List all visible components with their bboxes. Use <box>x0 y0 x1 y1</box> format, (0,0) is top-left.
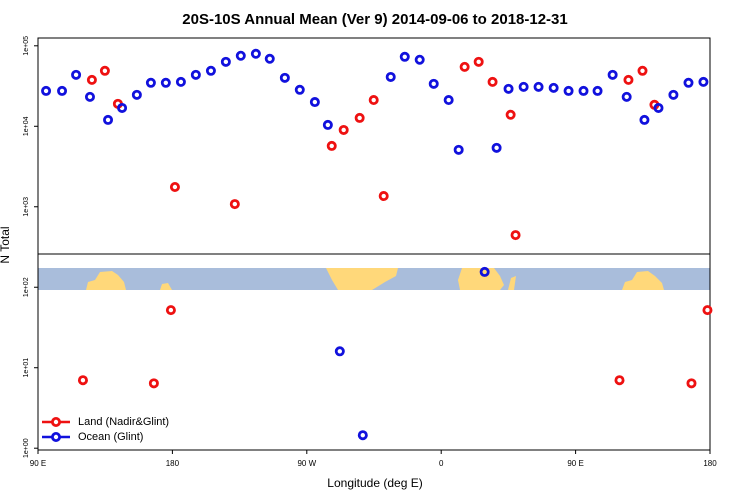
point <box>354 112 365 123</box>
point <box>190 69 201 80</box>
x-axis-label: Longitude (deg E) <box>327 476 422 490</box>
x-tick-label: 90 E <box>567 459 583 468</box>
land-shape <box>622 271 664 290</box>
x-tick-label: 180 <box>703 459 717 468</box>
land-shape <box>458 268 504 290</box>
map-strip <box>38 268 710 290</box>
y-tick-label: 1e+05 <box>23 36 30 56</box>
point <box>503 83 514 94</box>
point <box>334 346 345 357</box>
point <box>518 81 529 92</box>
point <box>698 76 709 87</box>
point <box>229 199 240 210</box>
point <box>428 78 439 89</box>
legend-marker <box>51 416 62 427</box>
point <box>205 65 216 76</box>
point <box>71 69 82 80</box>
point <box>148 378 159 389</box>
point <box>473 56 484 67</box>
point <box>668 89 679 100</box>
point <box>279 72 290 83</box>
point <box>459 61 470 72</box>
land-shape <box>326 268 398 290</box>
point <box>160 77 171 88</box>
point <box>443 95 454 106</box>
y-tick-label: 1e+02 <box>23 277 30 297</box>
point <box>57 85 68 96</box>
point <box>399 51 410 62</box>
point <box>86 74 97 85</box>
point <box>103 114 114 125</box>
point <box>453 144 464 155</box>
point <box>99 65 110 76</box>
point <box>563 85 574 96</box>
x-tick-label: 0 <box>439 459 444 468</box>
y-tick-label: 1e+04 <box>23 116 30 136</box>
point <box>145 77 156 88</box>
point <box>357 430 368 441</box>
point <box>338 124 349 135</box>
point <box>165 305 176 316</box>
point <box>322 119 333 130</box>
point <box>479 266 490 277</box>
chart-title: 20S-10S Annual Mean (Ver 9) 2014-09-06 t… <box>182 11 567 28</box>
point <box>41 85 52 96</box>
land-shape <box>160 283 172 290</box>
x-tick-label: 90 W <box>297 459 316 468</box>
point <box>487 76 498 87</box>
y-axis-label: N Total <box>0 226 12 263</box>
point <box>309 97 320 108</box>
point <box>639 114 650 125</box>
y-tick-label: 1e+01 <box>23 358 30 378</box>
point <box>621 91 632 102</box>
point <box>77 375 88 386</box>
point <box>686 378 697 389</box>
point <box>385 71 396 82</box>
point <box>614 375 625 386</box>
point <box>175 76 186 87</box>
point <box>117 102 128 113</box>
point <box>510 230 521 241</box>
point <box>592 85 603 96</box>
point <box>683 77 694 88</box>
point <box>235 50 246 61</box>
land-shape <box>508 276 516 290</box>
point <box>378 191 389 202</box>
legend-label: Land (Nadir&Glint) <box>78 416 169 428</box>
y-tick-label: 1e+00 <box>23 438 30 458</box>
point <box>326 140 337 151</box>
point <box>250 48 261 59</box>
point <box>84 91 95 102</box>
point <box>131 89 142 100</box>
point <box>505 109 516 120</box>
point <box>491 142 502 153</box>
x-tick-label: 180 <box>166 459 180 468</box>
y-tick-label: 1e+03 <box>23 197 30 217</box>
point <box>220 56 231 67</box>
land-shape <box>86 271 126 290</box>
point <box>548 82 559 93</box>
point <box>653 102 664 113</box>
point <box>368 95 379 106</box>
point <box>702 305 713 316</box>
point <box>578 85 589 96</box>
plot-frame <box>37 37 711 451</box>
x-tick-label: 90 E <box>30 459 46 468</box>
point <box>607 69 618 80</box>
point <box>294 84 305 95</box>
point <box>637 65 648 76</box>
point <box>264 53 275 64</box>
point <box>533 81 544 92</box>
point <box>623 74 634 85</box>
point <box>414 54 425 65</box>
legend-marker <box>51 431 62 442</box>
point <box>169 182 180 193</box>
legend-label: Ocean (Glint) <box>78 431 143 443</box>
